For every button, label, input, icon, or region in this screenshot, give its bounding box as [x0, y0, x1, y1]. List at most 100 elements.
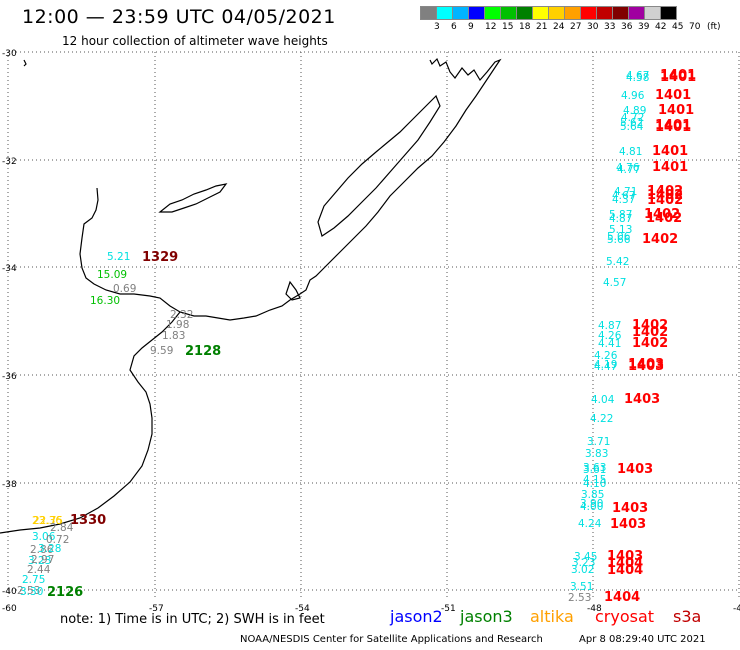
pass-time-label: 1402	[644, 207, 680, 222]
pass-time-label: 1401	[652, 144, 688, 159]
lat-label: -36	[2, 372, 17, 382]
wave-height-label: 4.04	[591, 394, 615, 406]
mission-label-s3a: s3a	[673, 607, 702, 626]
pass-time-label: 1402	[647, 193, 683, 208]
wave-height-label: 4.67	[626, 70, 649, 82]
legend-label: 21	[536, 22, 548, 32]
legend-label: 39	[638, 22, 650, 32]
pass-time-label: 1403	[628, 357, 664, 372]
pass-time-label: 1403	[612, 501, 648, 516]
wave-height-label: 4.15	[583, 474, 606, 486]
pass-time-label: 1404	[607, 563, 643, 578]
pass-time-label: 1403	[617, 462, 653, 477]
wave-height-label: 4.89	[623, 105, 646, 117]
legend-label: 15	[502, 22, 514, 32]
wave-height-label: 2.53	[17, 585, 40, 597]
pass-time-label: 1402	[632, 318, 668, 333]
wave-height-label: 4.77	[617, 164, 640, 176]
axis-labels: -30 -32 -34 -36 -38 -40 -60 -57 -54 -51 -48 -45	[2, 49, 740, 614]
wave-height-label: 16.30	[90, 295, 120, 307]
wave-height-label: 4.10	[583, 478, 606, 490]
legend-label: 42	[655, 22, 667, 32]
pass-time-label: 1401	[658, 103, 694, 118]
wave-height-label: 4.57	[603, 277, 626, 289]
legend-label: 45	[672, 22, 684, 32]
legend-swatch	[660, 6, 677, 20]
lon-label: -54	[295, 604, 310, 614]
lon-label: -45	[733, 604, 740, 614]
map-subtitle: 12 hour collection of altimeter wave hei…	[62, 34, 328, 48]
lat-label: -40	[2, 587, 17, 597]
wave-height-label: 0.69	[113, 283, 136, 295]
legend-label: 3	[434, 22, 440, 32]
wave-height-label: 3.83	[585, 448, 608, 460]
wave-height-label: 4.87	[598, 320, 621, 332]
color-scale-legend	[420, 6, 677, 20]
lon-label: -48	[587, 604, 602, 614]
wave-height-label: 22.75	[33, 515, 63, 527]
pass-time-label: 1401	[655, 120, 691, 135]
legend-label: 70	[689, 22, 701, 32]
legend-label: 36	[621, 22, 633, 32]
pass-time-label: 2128	[185, 344, 221, 359]
wave-height-label: 4.41	[598, 338, 621, 350]
legend-label: 9	[468, 22, 474, 32]
wave-height-label: 3.06	[32, 531, 56, 543]
mission-label-jason3: jason3	[460, 607, 513, 626]
wave-height-label: 5.87	[609, 209, 632, 221]
wave-height-label: 5.42	[606, 256, 629, 268]
coastline	[0, 57, 502, 534]
wave-height-label: 2.32	[170, 309, 193, 321]
wave-height-label: 5.62	[620, 117, 643, 129]
uruguay-coast	[0, 311, 181, 534]
wave-height-label: 1.98	[166, 319, 189, 331]
wave-height-label: 9.59	[150, 345, 173, 357]
pass-time-label: 1403	[610, 517, 646, 532]
wave-height-label: 1.83	[162, 330, 185, 342]
pass-time-label: 1402	[647, 184, 683, 199]
wave-height-label: 5.06	[607, 231, 631, 243]
pass-time-label: 1401	[660, 68, 696, 83]
wave-height-label: 4.76	[616, 162, 640, 174]
pass-time-label: 1402	[647, 188, 683, 203]
wave-height-label: 2.86	[30, 544, 54, 556]
wave-height-label: 4.19	[594, 359, 617, 371]
footer-note: note: 1) Time is in UTC; 2) SWH is in fe…	[60, 612, 325, 627]
wave-height-label: 4.47	[594, 361, 617, 373]
lon-label: -60	[2, 604, 17, 614]
wave-height-label: 4.87	[609, 213, 632, 225]
lagoa-mirim	[285, 280, 301, 301]
wave-height-label: 4.24	[578, 518, 602, 530]
wave-height-label: 3.71	[587, 436, 610, 448]
pass-time-label: 1401	[660, 70, 696, 85]
pass-time-label: 1402	[642, 232, 678, 247]
map-title: 12:00 — 23:59 UTC 04/05/2021	[22, 6, 336, 28]
pass-time-label: 1403	[628, 359, 664, 374]
lon-label: -51	[441, 604, 456, 614]
wave-height-label: 3.51	[570, 581, 593, 593]
islet	[23, 59, 27, 67]
wave-height-label: 2.97	[31, 554, 54, 566]
pass-time-label: 2126	[47, 585, 83, 600]
legend-label: 27	[570, 22, 582, 32]
lon-label: -57	[149, 604, 164, 614]
update-timestamp: Apr 8 08:29:40 UTC 2021	[579, 634, 706, 645]
wave-height-label: 3.30	[20, 586, 43, 598]
pass-time-label: 1402	[646, 211, 682, 226]
wave-height-label: 5.13	[609, 224, 632, 236]
credit-line: NOAA/NESDIS Center for Satellite Applica…	[240, 634, 543, 645]
pass-time-label: 1403	[624, 392, 660, 407]
legend-label: 24	[553, 22, 565, 32]
wave-height-label: 5.64	[620, 121, 644, 133]
wave-height-label: 23.36	[32, 515, 62, 527]
legend-label: 6	[451, 22, 457, 32]
pass-time-label: 1401	[655, 88, 691, 103]
wave-height-label: 2.75	[22, 574, 45, 586]
wave-height-label: 4.81	[619, 146, 642, 158]
wave-height-label: 3.23	[572, 557, 595, 569]
legend-label: 18	[519, 22, 531, 32]
pass-time-label: 1401	[652, 160, 688, 175]
wave-height-label: 3.63	[583, 462, 606, 474]
mission-label-altika: altika	[530, 607, 574, 626]
pass-time-label: 1404	[604, 590, 640, 605]
